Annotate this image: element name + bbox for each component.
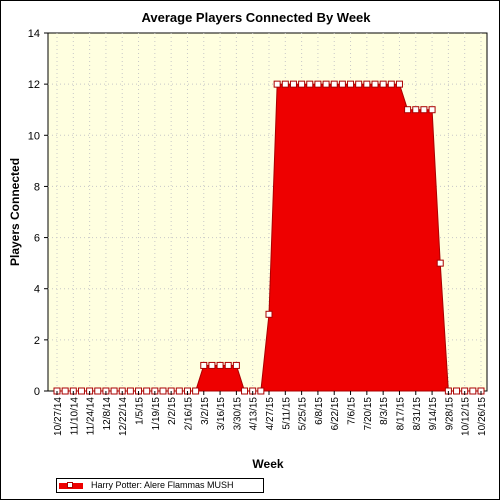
x-tick-label: 11/10/14 [69,397,80,436]
x-tick-label: 8/3/15 [379,397,390,425]
x-tick-label: 8/17/15 [395,397,406,431]
x-tick-label: 6/22/15 [330,397,341,431]
x-tick-label: 9/14/15 [428,397,439,431]
data-point-marker [355,80,363,88]
data-point-marker [330,80,338,88]
data-point-marker [322,80,330,88]
data-point-marker [77,387,85,395]
x-tick-label: 8/31/15 [412,397,423,431]
data-point-marker [208,361,216,369]
x-tick-label: 1/5/15 [135,397,146,425]
data-point-marker [273,80,281,88]
x-tick-label: 7/6/15 [347,397,358,425]
x-tick-label: 11/24/14 [86,397,97,436]
x-tick-label: 12/22/14 [118,397,129,436]
legend-marker [67,482,73,488]
x-tick-label: 4/13/15 [249,397,260,431]
data-point-marker [126,387,134,395]
x-tick-label: 3/30/15 [232,397,243,431]
x-tick-label: 10/27/14 [53,397,64,436]
data-point-marker [314,80,322,88]
data-point-marker [379,80,387,88]
data-point-marker [306,80,314,88]
data-point-marker [387,80,395,88]
x-tick-label: 4/27/15 [265,397,276,431]
x-tick-label: 9/28/15 [444,397,455,431]
data-point-marker [453,387,461,395]
data-point-marker [371,80,379,88]
data-point-marker [224,361,232,369]
y-tick-label: 6 [34,233,40,245]
data-point-marker [159,387,167,395]
x-tick-label: 10/12/15 [461,397,472,436]
x-tick-label: 12/8/14 [102,397,113,431]
data-point-marker [395,80,403,88]
x-tick-label: 2/2/15 [167,397,178,425]
x-tick-label: 3/2/15 [200,397,211,425]
data-point-marker [110,387,118,395]
data-point-marker [265,310,273,318]
x-tick-label: 10/26/15 [477,397,488,436]
x-tick-label: 5/11/15 [281,397,292,430]
chart-title: Average Players Connected By Week [141,10,371,25]
y-tick-label: 8 [34,181,40,193]
data-point-marker [192,387,200,395]
data-point-marker [281,80,289,88]
x-tick-label: 5/25/15 [298,397,309,431]
x-tick-label: 1/19/15 [151,397,162,431]
y-tick-label: 0 [34,386,40,398]
data-point-marker [289,80,297,88]
x-tick-label: 3/16/15 [216,397,227,431]
data-point-marker [420,106,428,114]
data-point-marker [257,387,265,395]
x-axis-ticks: 10/27/14 11/10/14 11/24/14 12/8/14 12/22/14 1… [53,391,488,436]
data-point-marker [143,387,151,395]
data-point-marker [94,387,102,395]
data-point-marker [200,361,208,369]
data-point-marker [338,80,346,88]
data-point-marker [61,387,69,395]
y-tick-label: 12 [28,79,40,91]
legend: Harry Potter: Alere Flammas MUSH [56,478,264,493]
data-point-marker [469,387,477,395]
x-tick-label: 7/20/15 [363,397,374,431]
y-tick-label: 4 [34,284,40,296]
y-tick-label: 10 [28,130,40,142]
data-point-marker [298,80,306,88]
x-tick-label: 6/8/15 [314,397,325,425]
data-point-marker [436,259,444,267]
data-point-marker [412,106,420,114]
y-axis-label: Players Connected [8,158,22,266]
y-tick-label: 14 [28,28,40,40]
data-point-marker [428,106,436,114]
legend-label: Harry Potter: Alere Flammas MUSH [91,480,234,490]
y-tick-label: 2 [34,335,40,347]
x-axis-label: Week [252,457,283,471]
x-tick-label: 2/16/15 [183,397,194,431]
data-point-marker [363,80,371,88]
data-point-marker [241,387,249,395]
data-point-marker [404,106,412,114]
data-point-marker [175,387,183,395]
data-point-marker [216,361,224,369]
data-point-marker [347,80,355,88]
data-point-marker [232,361,240,369]
y-axis-ticks: 0 2 4 6 8 10 12 14 [28,28,48,398]
